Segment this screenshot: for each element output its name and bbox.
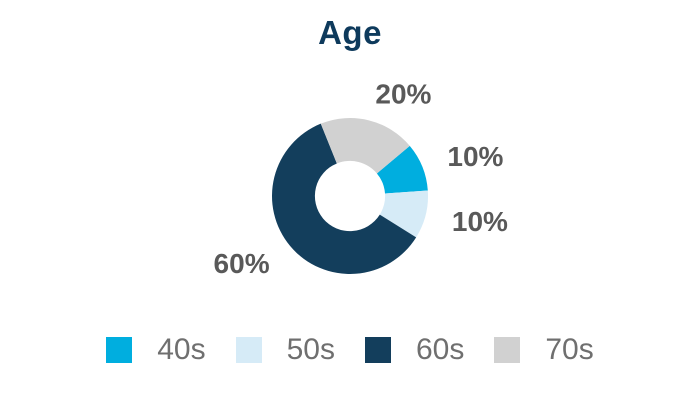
data-label-60s: 60% — [214, 248, 270, 279]
legend-item-70s: 70s — [494, 333, 594, 366]
chart-legend: 40s 50s 60s 70s — [0, 332, 700, 368]
donut-segment-40s — [376, 145, 428, 194]
donut-segment-70s — [320, 117, 410, 174]
donut-segment-60s — [271, 123, 417, 275]
legend-swatch-50s — [235, 337, 262, 363]
data-label-70s: 20% — [375, 79, 431, 110]
chart-title: Age — [318, 14, 382, 51]
legend-item-60s: 60s — [365, 335, 464, 365]
legend-label: 70s — [545, 333, 594, 366]
legend-swatch-40s — [106, 337, 133, 363]
legend-label: 50s — [286, 333, 335, 366]
legend-item-40s: 40s — [106, 333, 206, 366]
legend-swatch-60s — [365, 337, 391, 363]
data-label-40s: 10% — [447, 141, 503, 172]
legend-item-50s: 50s — [235, 333, 335, 366]
data-label-50s: 10% — [452, 206, 508, 237]
legend-swatch-70s — [494, 337, 521, 363]
legend-label: 40s — [157, 333, 206, 366]
donut-segment-50s — [379, 190, 428, 238]
legend-label: 60s — [416, 333, 465, 366]
